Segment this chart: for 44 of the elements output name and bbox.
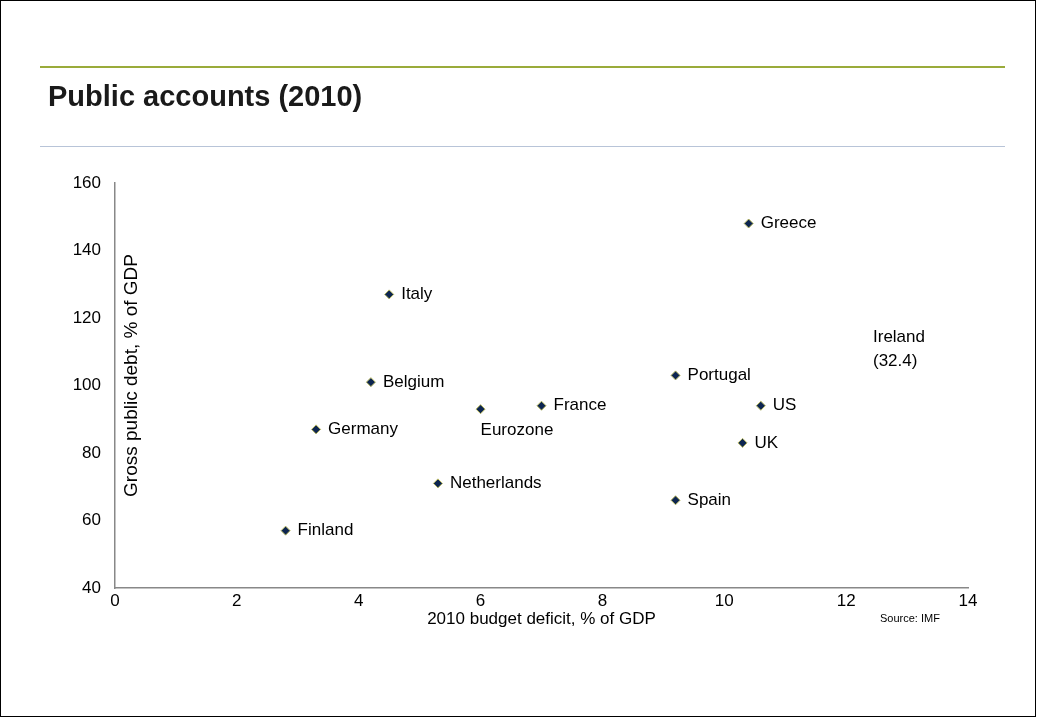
annotation: UK	[754, 432, 779, 452]
x-tick-label: 12	[836, 590, 856, 610]
point	[384, 289, 395, 300]
point	[755, 400, 766, 411]
y-tick-label: 40	[82, 577, 101, 597]
annotation: Portugal	[687, 365, 751, 385]
point	[280, 525, 291, 536]
chart-title: Public accounts (2010)	[48, 80, 363, 113]
annotation: Belgium	[382, 371, 445, 391]
annotation: Netherlands	[449, 473, 542, 493]
point	[670, 495, 681, 506]
y-tick-label: 100	[72, 375, 101, 395]
point	[311, 424, 322, 435]
x-tick-label: 14	[958, 590, 978, 610]
point	[743, 218, 754, 229]
x-tick-label: 6	[475, 590, 486, 610]
annotation: Finland	[297, 520, 354, 540]
x-axis-title: 2010 budget deficit, % of GDP	[427, 609, 656, 629]
x-tick-label: 0	[110, 590, 120, 610]
annotation: Greece	[760, 213, 817, 233]
point	[432, 478, 443, 489]
annotation: Ireland (32.4)	[873, 326, 925, 370]
x-tick-label: 2	[232, 590, 242, 610]
point	[475, 404, 486, 415]
annotation: Eurozone	[480, 419, 554, 439]
x-tick-label: 8	[597, 590, 608, 610]
annotation: Italy	[401, 284, 433, 304]
y-tick-label: 160	[72, 172, 101, 192]
y-tick-label: 80	[82, 442, 101, 462]
point	[536, 400, 547, 411]
y-tick-label: 120	[72, 307, 101, 327]
annotation: US	[772, 395, 797, 415]
point	[670, 370, 681, 381]
y-tick-label: 60	[82, 510, 101, 530]
point	[365, 377, 376, 388]
annotation: France	[553, 395, 607, 415]
annotation: Germany	[328, 419, 399, 439]
y-tick-label: 140	[72, 240, 101, 260]
annotation: Spain	[687, 489, 732, 509]
source-note: Source: IMF	[880, 612, 941, 625]
point	[737, 437, 748, 448]
x-tick-label: 4	[353, 590, 364, 610]
y-axis-title: Gross public debt, % of GDP	[120, 254, 142, 497]
x-tick-label: 10	[714, 590, 734, 610]
